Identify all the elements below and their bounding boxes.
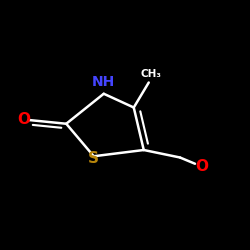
Text: CH₃: CH₃ [141,69,162,79]
Text: S: S [88,151,99,166]
Text: O: O [17,112,30,128]
Text: O: O [195,159,208,174]
Text: NH: NH [92,75,116,89]
